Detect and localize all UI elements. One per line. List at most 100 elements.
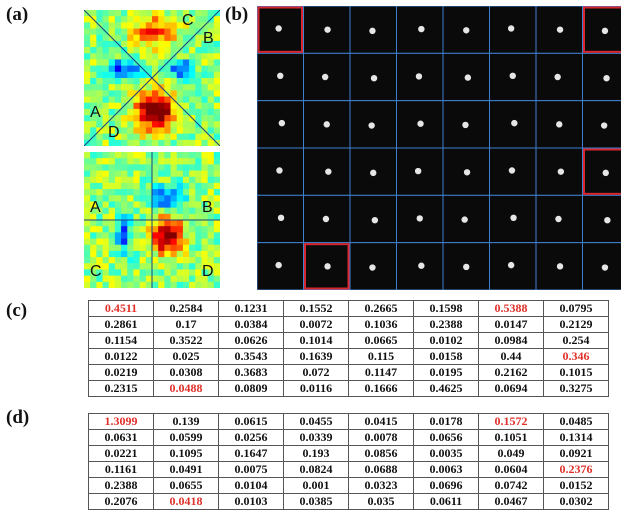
heatmap-cell — [102, 232, 110, 240]
heatmap-cell — [176, 71, 184, 79]
heatmap-cell — [189, 139, 196, 146]
heatmap-cell — [84, 127, 91, 135]
table-cell: 0.3543 — [218, 348, 284, 365]
heatmap-cell — [158, 182, 165, 190]
heatmap-cell — [139, 176, 147, 184]
heatmap-cell — [170, 257, 178, 264]
heatmap-cell — [158, 263, 165, 270]
heatmap-cell — [152, 34, 159, 42]
heatmap-cell — [121, 158, 128, 165]
heatmap-cell — [176, 201, 184, 209]
heatmap-cell — [84, 152, 91, 159]
fluorescent-spot — [555, 215, 562, 223]
table-cell: 0.1647 — [218, 445, 284, 462]
heatmap-cell — [176, 189, 184, 196]
heatmap-cell — [207, 263, 215, 270]
heatmap-cell — [121, 232, 128, 240]
heatmap-cell — [108, 189, 116, 196]
heatmap-cell — [127, 164, 134, 172]
heatmap-cell — [182, 22, 190, 30]
heatmap-cell — [158, 281, 165, 288]
heatmap-cell — [152, 232, 159, 240]
heatmap-cell — [145, 115, 153, 122]
heatmap-cell — [84, 207, 91, 215]
quadrant-label-d-bottom: D — [202, 263, 214, 280]
heatmap-cell — [127, 102, 134, 110]
heatmap-cell — [189, 102, 196, 110]
table-cell: 0.2584 — [153, 300, 219, 317]
heatmap-cell — [195, 152, 202, 159]
heatmap-cell — [96, 275, 104, 283]
heatmap-cell — [145, 201, 153, 209]
heatmap-cell — [158, 59, 165, 67]
heatmap-cell — [90, 139, 97, 146]
heatmap-cell — [127, 59, 134, 67]
heatmap-cell — [114, 28, 122, 36]
heatmap-cell — [90, 238, 97, 246]
table-cell: 0.2129 — [543, 316, 609, 333]
table-cell: 0.2315 — [88, 380, 154, 397]
heatmap-cell — [114, 71, 122, 79]
heatmap-cell — [96, 220, 104, 227]
table-cell: 0.0415 — [348, 413, 414, 430]
heatmap-cell — [213, 71, 220, 79]
heatmap-cell — [145, 16, 153, 23]
heatmap-cell — [108, 238, 116, 246]
heatmap-cell — [201, 263, 209, 270]
heatmap-cell — [213, 201, 220, 209]
heatmap-cell — [96, 102, 104, 110]
heatmap-cell — [189, 207, 196, 215]
heatmap-cell — [96, 90, 104, 98]
heatmap-cell — [84, 250, 91, 258]
heatmap-cell — [96, 139, 104, 146]
heatmap-cell — [158, 34, 165, 42]
heatmap-cell — [164, 53, 172, 60]
heatmap-cell — [176, 115, 184, 122]
heatmap-cell — [213, 244, 220, 252]
heatmap-cell — [102, 164, 110, 172]
heatmap-cell — [84, 115, 91, 122]
heatmap-cell — [207, 238, 215, 246]
heatmap-cell — [145, 84, 153, 91]
heatmap-cell — [102, 22, 110, 30]
heatmap-cell — [90, 59, 97, 67]
heatmap-cell — [84, 28, 91, 36]
heatmap-cell — [121, 121, 128, 128]
heatmap-cell — [170, 220, 178, 227]
heatmap-cell — [176, 59, 184, 67]
grid-cell — [582, 52, 621, 102]
heatmap-cell — [158, 127, 165, 135]
heatmap-cell — [90, 232, 97, 240]
heatmap-cell — [170, 189, 178, 196]
heatmap-cell — [90, 34, 97, 42]
heatmap-cell — [102, 139, 110, 146]
heatmap-cell — [96, 10, 104, 17]
heatmap-cell — [176, 158, 184, 165]
heatmap-cell — [207, 220, 215, 227]
heatmap-cell — [213, 65, 220, 73]
heatmap-cell — [90, 158, 97, 165]
heatmap-cell — [121, 263, 128, 270]
heatmap-cell — [102, 115, 110, 122]
heatmap-cell — [152, 108, 159, 116]
heatmap-cell — [152, 238, 159, 246]
heatmap-cell — [96, 207, 104, 215]
heatmap-cell — [108, 226, 116, 233]
heatmap-bottom — [84, 152, 220, 288]
heatmap-cell — [207, 127, 215, 135]
heatmap-cell — [114, 207, 122, 215]
heatmap-cell — [182, 269, 190, 277]
heatmap-cell — [121, 34, 128, 42]
heatmap-cell — [84, 201, 91, 209]
heatmap-cell — [176, 213, 184, 221]
heatmap-cell — [121, 182, 128, 190]
grid-cell — [303, 147, 351, 196]
heatmap-cell — [195, 78, 202, 85]
heatmap-cell — [133, 164, 141, 172]
heatmap-cell — [195, 10, 202, 17]
fluorescent-spot — [462, 121, 469, 129]
table-row: 1.3099 0.139 0.0615 0.0455 0.0415 0.0178 0.157… — [88, 413, 609, 430]
heatmap-cell — [84, 133, 91, 141]
heatmap-cell — [152, 22, 159, 30]
heatmap-cell — [152, 90, 159, 98]
